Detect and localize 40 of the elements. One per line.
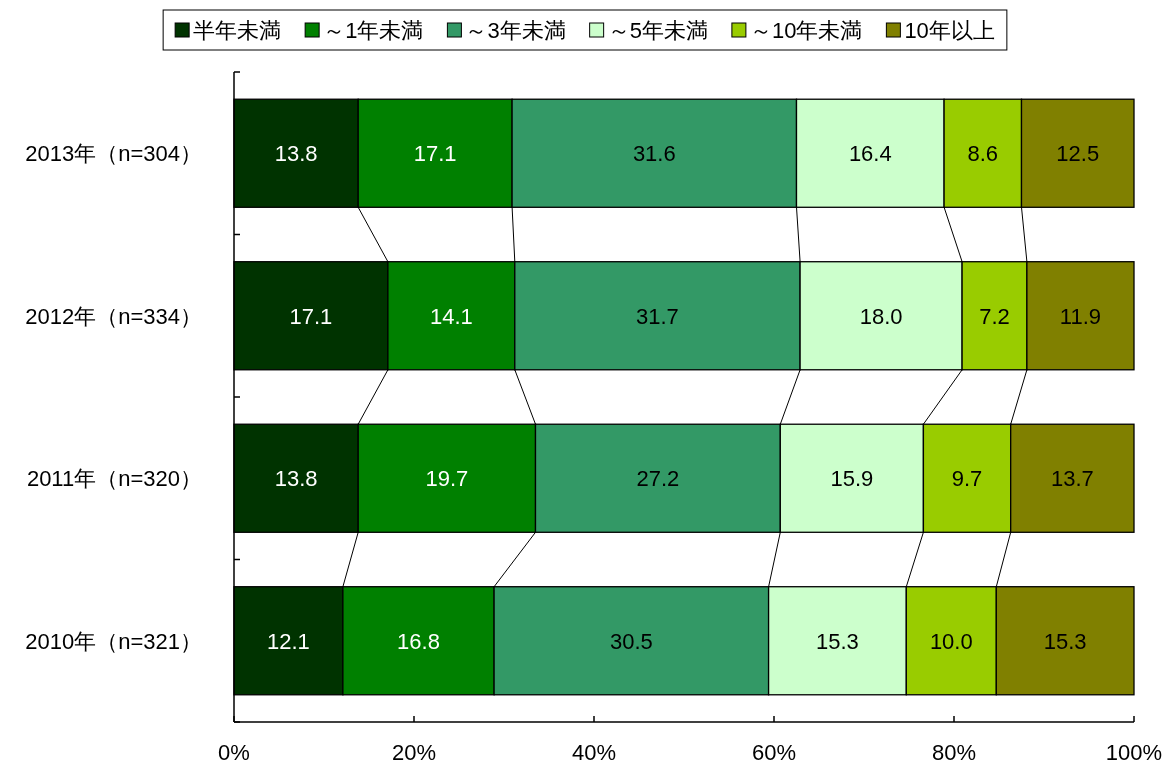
data-label: 7.2 <box>979 303 1010 329</box>
data-label: 18.0 <box>859 303 903 329</box>
data-label: 16.4 <box>848 141 892 167</box>
data-label: 15.9 <box>830 466 874 492</box>
legend-label: 半年未満 <box>193 18 282 43</box>
data-label: 17.1 <box>413 141 457 167</box>
data-label: 15.3 <box>816 628 859 654</box>
data-label: 9.7 <box>951 466 983 492</box>
data-label: 8.6 <box>967 141 999 167</box>
data-label: 13.7 <box>1050 466 1094 492</box>
x-tick-label: 60% <box>751 740 797 765</box>
data-label: 30.5 <box>609 628 653 654</box>
data-label: 17.1 <box>289 303 333 329</box>
data-label: 13.8 <box>274 141 318 167</box>
y-tick-label: 2011年（n=320） <box>26 466 202 492</box>
data-label: 31.7 <box>636 303 679 329</box>
data-label: 19.7 <box>425 466 469 492</box>
x-tick-label: 20% <box>391 740 437 765</box>
data-label: 12.5 <box>1056 141 1100 167</box>
legend-label: ～1年未満 <box>323 18 424 43</box>
legend-label: ～10年未満 <box>749 18 863 43</box>
data-label: 12.1 <box>267 628 310 654</box>
data-label: 11.9 <box>1059 303 1102 329</box>
y-tick-label: 2013年（n=304） <box>25 141 202 167</box>
legend-label: ～5年未満 <box>607 18 708 43</box>
y-tick-label: 2012年（n=334） <box>25 303 202 329</box>
x-tick-label: 0% <box>218 740 250 765</box>
x-tick-label: 80% <box>931 740 977 765</box>
y-tick-label: 2010年（n=321） <box>25 628 202 654</box>
data-label: 10.0 <box>929 628 973 654</box>
legend-label: ～3年未満 <box>465 18 566 43</box>
x-tick-label: 100% <box>1105 740 1163 765</box>
x-tick-label: 40% <box>571 740 617 765</box>
data-label: 15.3 <box>1043 628 1087 654</box>
legend-label: 10年以上 <box>904 18 995 43</box>
data-label: 31.6 <box>632 141 676 167</box>
data-label: 27.2 <box>636 466 680 492</box>
data-label: 14.1 <box>429 303 473 329</box>
data-label: 13.8 <box>274 466 318 492</box>
data-label: 16.8 <box>397 628 440 654</box>
